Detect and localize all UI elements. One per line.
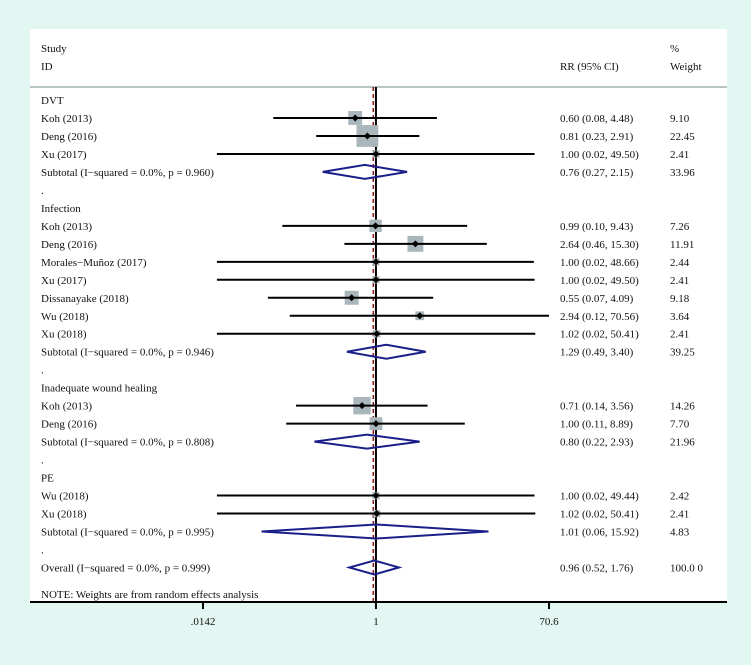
weight-value: 2.44	[670, 257, 690, 269]
effect-estimate: 0.76 (0.27, 2.15)	[560, 167, 634, 179]
effect-estimate: 0.99 (0.10, 9.43)	[560, 221, 634, 233]
point-estimate	[373, 510, 381, 518]
row-label: Koh (2013)	[41, 401, 92, 413]
weight-value: 7.26	[670, 221, 690, 233]
effect-estimate: 1.02 (0.02, 50.41)	[560, 509, 639, 521]
point-estimate	[372, 222, 380, 230]
row-label: Morales−Muñoz (2017)	[41, 257, 147, 269]
effect-estimate: 0.55 (0.07, 4.09)	[560, 293, 634, 305]
row-label: Deng (2016)	[41, 239, 97, 251]
row-label: PE	[41, 473, 54, 485]
row-label: Subtotal (I−squared = 0.0%, p = 0.995)	[41, 527, 214, 539]
effect-estimate: 0.80 (0.22, 2.93)	[560, 437, 634, 449]
point-estimate	[372, 420, 380, 428]
point-estimate	[372, 150, 380, 158]
weight-value: 4.83	[670, 527, 690, 539]
effect-estimate: 0.60 (0.08, 4.48)	[560, 113, 634, 125]
weight-value: 22.45	[670, 131, 695, 143]
row-label: Xu (2018)	[41, 329, 87, 341]
row-label: Wu (2018)	[41, 491, 89, 503]
effect-estimate: 0.81 (0.23, 2.91)	[560, 131, 634, 143]
pooled-diamond	[346, 343, 426, 360]
weight-value: 2.41	[670, 509, 689, 521]
row-label: Dissanayake (2018)	[41, 293, 129, 305]
effect-estimate: 0.96 (0.52, 1.76)	[560, 562, 634, 574]
effect-estimate: 1.00 (0.02, 49.50)	[560, 275, 639, 287]
effect-estimate: 1.01 (0.06, 15.92)	[560, 527, 639, 539]
note: NOTE: Weights are from random effects an…	[41, 589, 258, 601]
row-label: .	[41, 455, 44, 467]
weight-value: 2.41	[670, 329, 689, 341]
point-estimate	[358, 402, 366, 410]
weight-value: 100.0 0	[670, 562, 704, 574]
row-label: Inadequate wound healing	[41, 383, 158, 395]
row-label: Subtotal (I−squared = 0.0%, p = 0.946)	[41, 347, 214, 359]
point-estimate	[372, 276, 380, 284]
effect-estimate: 1.00 (0.02, 48.66)	[560, 257, 639, 269]
weight-value: 9.18	[670, 293, 690, 305]
row-label: .	[41, 365, 44, 377]
row-label: Koh (2013)	[41, 113, 92, 125]
row-label: DVT	[41, 95, 64, 107]
effect-estimate: 2.64 (0.46, 15.30)	[560, 239, 639, 251]
row-label: Koh (2013)	[41, 221, 92, 233]
effect-estimate: 0.71 (0.14, 3.56)	[560, 401, 634, 413]
point-estimate	[372, 258, 380, 266]
x-tick-label: .0142	[191, 616, 216, 628]
effect-estimate: 1.29 (0.49, 3.40)	[560, 347, 634, 359]
row-label: .	[41, 545, 44, 557]
effect-estimate: 1.02 (0.02, 50.41)	[560, 329, 639, 341]
weight-value: 9.10	[670, 113, 690, 125]
point-estimate	[411, 240, 419, 248]
effect-estimate: 1.00 (0.11, 8.89)	[560, 419, 633, 431]
row-label: Deng (2016)	[41, 419, 97, 431]
pooled-diamond	[345, 559, 403, 576]
weight-value: 3.64	[670, 311, 690, 323]
x-tick-label: 1	[373, 616, 379, 628]
row-label: Subtotal (I−squared = 0.0%, p = 0.960)	[41, 167, 214, 179]
row-label: Xu (2017)	[41, 275, 87, 287]
pooled-diamond	[322, 163, 408, 180]
point-estimate	[348, 294, 356, 302]
weight-value: 2.42	[670, 491, 689, 503]
weight-value: 33.96	[670, 167, 695, 179]
row-label: Xu (2018)	[41, 509, 87, 521]
header-effect: RR (95% CI)	[560, 61, 619, 73]
weight-value: 11.91	[670, 239, 694, 251]
header-weight: Weight	[670, 61, 702, 73]
point-estimate	[373, 330, 381, 338]
row-label: Infection	[41, 203, 81, 215]
pooled-diamond	[261, 523, 489, 540]
pooled-diamond	[314, 433, 420, 450]
weight-value: 21.96	[670, 437, 695, 449]
effect-estimate: 2.94 (0.12, 70.56)	[560, 311, 639, 323]
point-estimate	[363, 132, 371, 140]
effect-estimate: 1.00 (0.02, 49.50)	[560, 149, 639, 161]
header-weight-pct: %	[670, 43, 679, 55]
effect-estimate: 1.00 (0.02, 49.44)	[560, 491, 639, 503]
point-estimate	[416, 312, 424, 320]
weight-value: 2.41	[670, 275, 689, 287]
weight-value: 14.26	[670, 401, 695, 413]
point-estimate	[372, 492, 380, 500]
row-label: Deng (2016)	[41, 131, 97, 143]
weight-value: 7.70	[670, 419, 690, 431]
row-label: .	[41, 185, 44, 197]
row-label: Xu (2017)	[41, 149, 87, 161]
point-estimate	[351, 114, 359, 122]
header-id: ID	[41, 61, 53, 73]
weight-value: 2.41	[670, 149, 689, 161]
row-label: Subtotal (I−squared = 0.0%, p = 0.808)	[41, 437, 214, 449]
x-tick-label: 70.6	[539, 616, 559, 628]
weight-value: 39.25	[670, 347, 695, 359]
header-study: Study	[41, 43, 67, 55]
row-label: Overall (I−squared = 0.0%, p = 0.999)	[41, 562, 211, 574]
row-label: Wu (2018)	[41, 311, 89, 323]
